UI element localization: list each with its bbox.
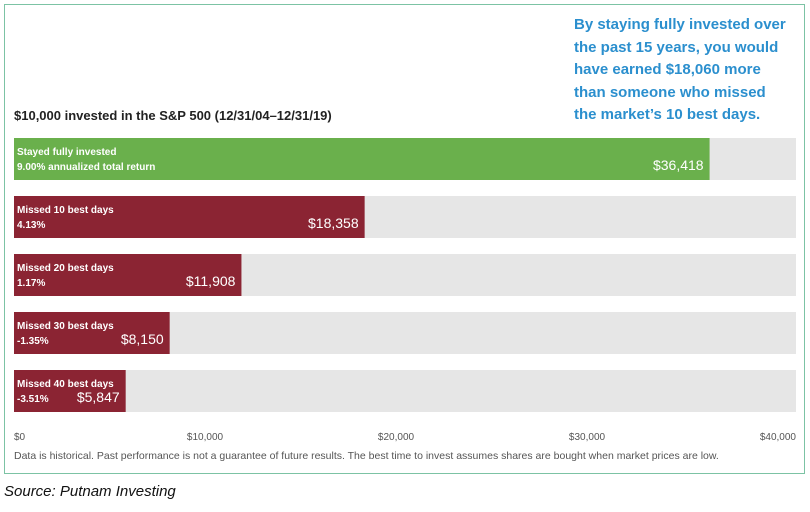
bar bbox=[14, 254, 242, 296]
x-tick-label: $30,000 bbox=[569, 432, 606, 443]
bar-sublabel: 1.17% bbox=[17, 278, 45, 289]
bar bbox=[14, 196, 365, 238]
bar-track bbox=[14, 370, 796, 412]
callout-line: the past 15 years, you would bbox=[574, 38, 779, 56]
callout-line: By staying fully invested over bbox=[574, 16, 786, 33]
chart-title: $10,000 invested in the S&P 500 (12/31/0… bbox=[14, 108, 332, 123]
data-label: $8,150 bbox=[121, 331, 164, 347]
bar-label: Missed 10 best days bbox=[17, 205, 114, 216]
bar-label: Missed 40 best days bbox=[17, 379, 114, 390]
callout-line: than someone who missed bbox=[574, 83, 766, 101]
data-label: $18,358 bbox=[308, 215, 359, 231]
callout-text: By staying fully invested over the past … bbox=[574, 14, 806, 127]
bar-label: Stayed fully invested bbox=[17, 147, 116, 158]
bar-sublabel: -3.51% bbox=[17, 394, 49, 405]
bar bbox=[14, 370, 126, 412]
bar-sublabel: 9.00% annualized total return bbox=[17, 162, 155, 173]
x-tick-label: $40,000 bbox=[760, 432, 797, 443]
disclaimer-text: Data is historical. Past performance is … bbox=[14, 450, 719, 462]
bar bbox=[14, 138, 710, 180]
source-text: Source: Putnam Investing bbox=[4, 483, 176, 500]
bar-label: Missed 20 best days bbox=[17, 263, 114, 274]
bar-sublabel: -1.35% bbox=[17, 336, 49, 347]
callout-line: have earned $18,060 more bbox=[574, 61, 761, 78]
x-tick-label: $10,000 bbox=[187, 432, 224, 443]
data-label: $5,847 bbox=[77, 389, 120, 405]
x-tick-label: $0 bbox=[14, 432, 26, 443]
bar-label: Missed 30 best days bbox=[17, 321, 114, 332]
x-tick-label: $20,000 bbox=[378, 432, 415, 443]
callout-line: the market’s 10 best days. bbox=[574, 106, 761, 123]
bar-sublabel: 4.13% bbox=[17, 220, 45, 231]
data-label: $36,418 bbox=[653, 157, 704, 173]
data-label: $11,908 bbox=[186, 273, 236, 289]
bar bbox=[14, 312, 170, 354]
